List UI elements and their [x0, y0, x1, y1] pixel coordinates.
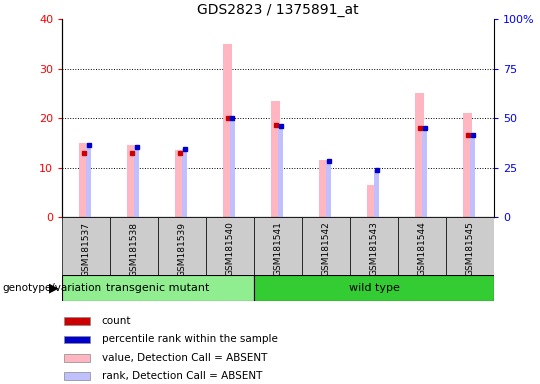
Text: wild type: wild type	[349, 283, 400, 293]
Text: GSM181545: GSM181545	[465, 222, 475, 276]
Bar	[319, 160, 328, 217]
Bar	[374, 170, 379, 217]
Text: genotype/variation: genotype/variation	[3, 283, 102, 293]
Bar	[224, 44, 232, 217]
Bar	[415, 93, 424, 217]
Text: GSM181538: GSM181538	[130, 222, 139, 276]
Bar	[326, 161, 331, 217]
Bar	[350, 217, 398, 275]
Bar	[470, 135, 475, 217]
Bar	[127, 145, 136, 217]
Bar	[64, 336, 90, 343]
Bar	[367, 185, 376, 217]
Bar	[254, 275, 494, 301]
Bar	[64, 317, 90, 325]
Text: percentile rank within the sample: percentile rank within the sample	[102, 334, 278, 344]
Text: GSM181544: GSM181544	[417, 222, 427, 276]
Bar	[134, 147, 139, 217]
Text: GSM181540: GSM181540	[226, 222, 234, 276]
Text: rank, Detection Call = ABSENT: rank, Detection Call = ABSENT	[102, 371, 262, 381]
Bar	[176, 150, 184, 217]
Text: GSM181541: GSM181541	[274, 222, 282, 276]
Bar	[158, 217, 206, 275]
Text: GSM181543: GSM181543	[369, 222, 379, 276]
Bar	[86, 145, 91, 217]
Bar	[62, 275, 254, 301]
Text: GSM181539: GSM181539	[178, 222, 187, 276]
Bar	[182, 149, 187, 217]
Text: count: count	[102, 316, 131, 326]
Bar	[62, 217, 110, 275]
Bar	[398, 217, 446, 275]
Bar	[446, 217, 494, 275]
Bar	[254, 217, 302, 275]
Text: value, Detection Call = ABSENT: value, Detection Call = ABSENT	[102, 353, 267, 363]
Bar	[206, 217, 254, 275]
Text: GSM181537: GSM181537	[82, 222, 91, 276]
Bar	[64, 372, 90, 380]
Bar	[64, 354, 90, 362]
Bar	[230, 118, 235, 217]
Title: GDS2823 / 1375891_at: GDS2823 / 1375891_at	[197, 3, 359, 17]
Bar	[278, 126, 283, 217]
Bar	[463, 113, 472, 217]
Text: GSM181542: GSM181542	[322, 222, 330, 276]
Text: transgenic mutant: transgenic mutant	[106, 283, 210, 293]
Bar	[79, 143, 88, 217]
Bar	[110, 217, 158, 275]
Text: ▶: ▶	[49, 281, 58, 295]
Bar	[302, 217, 350, 275]
Bar	[422, 128, 427, 217]
Bar	[272, 101, 280, 217]
